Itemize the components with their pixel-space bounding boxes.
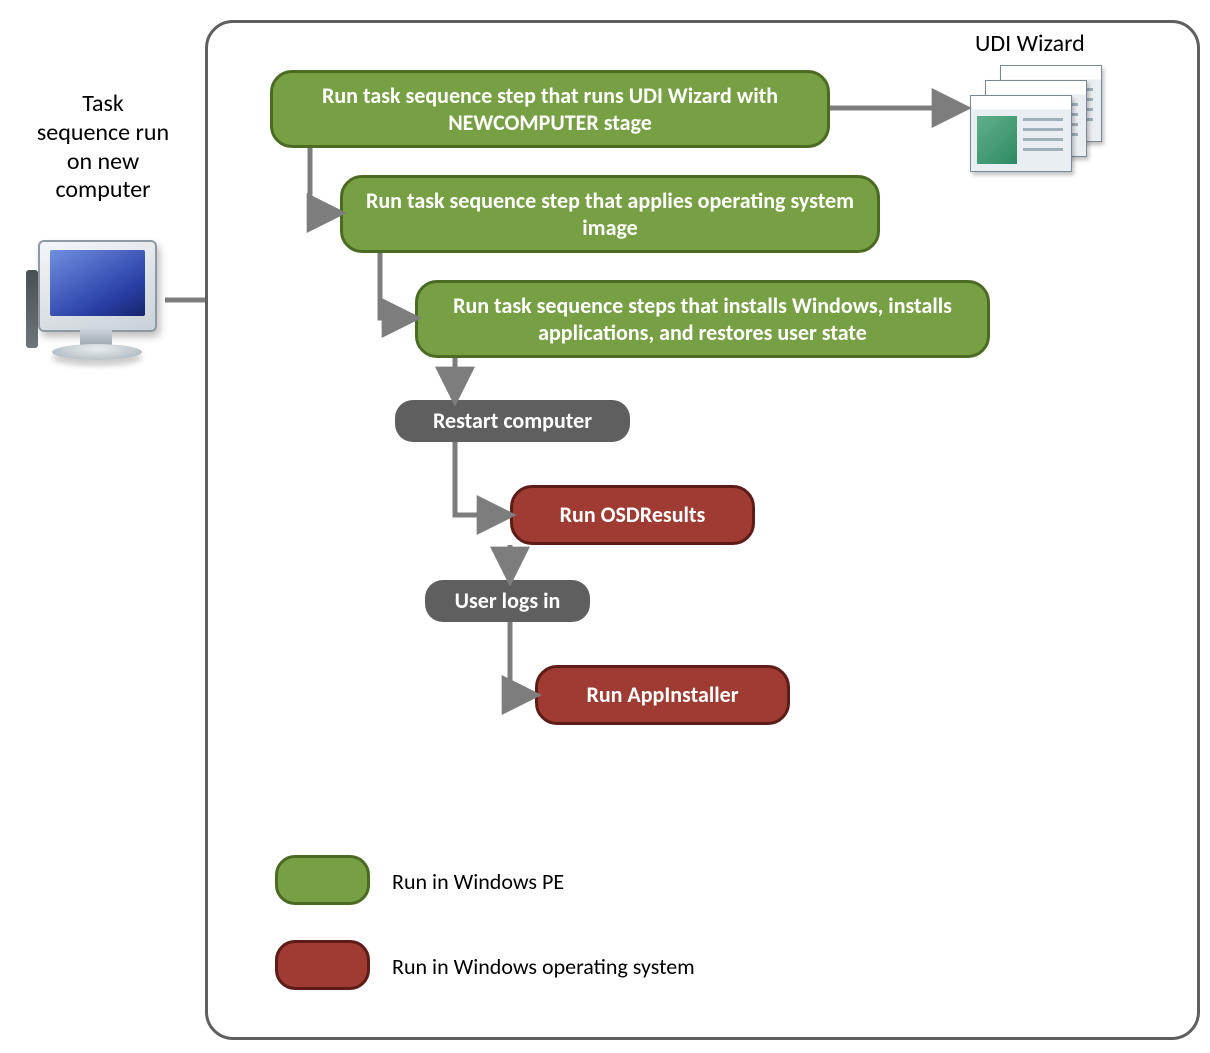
flow-node-n3: Run task sequence steps that installs Wi… — [415, 280, 990, 358]
side-caption: Tasksequence runon newcomputer — [8, 90, 198, 205]
flow-node-label: Run task sequence step that applies oper… — [357, 187, 863, 242]
flow-node-n4: Restart computer — [395, 400, 630, 442]
flow-node-n1: Run task sequence step that runs UDI Wiz… — [270, 70, 830, 148]
flow-node-label: Run OSDResults — [560, 501, 706, 529]
flow-node-label: Run task sequence step that runs UDI Wiz… — [287, 82, 813, 137]
flow-node-n5: Run OSDResults — [510, 485, 755, 545]
flow-node-n7: Run AppInstaller — [535, 665, 790, 725]
flow-node-label: Restart computer — [433, 407, 592, 435]
udi-wizard-caption: UDI Wizard — [975, 30, 1085, 59]
computer-icon — [20, 240, 170, 380]
legend-swatch-red — [275, 940, 370, 990]
legend-label-green: Run in Windows PE — [392, 868, 564, 895]
legend-label-red: Run in Windows operating system — [392, 953, 695, 980]
flow-node-n6: User logs in — [425, 580, 590, 622]
flow-node-label: Run task sequence steps that installs Wi… — [432, 292, 973, 347]
legend-swatch-green — [275, 855, 370, 905]
wizard-windows-icon — [970, 65, 1120, 175]
flow-node-label: User logs in — [455, 587, 561, 615]
flow-node-label: Run AppInstaller — [586, 681, 738, 709]
flow-node-n2: Run task sequence step that applies oper… — [340, 175, 880, 253]
